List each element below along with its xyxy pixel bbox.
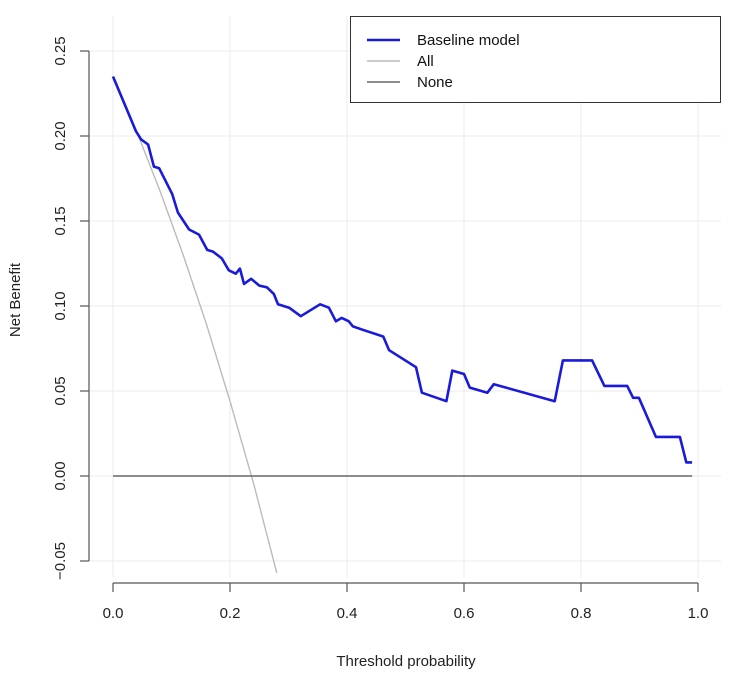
x-tick-label: 0.2 [220,605,241,622]
x-tick-label: 0.0 [103,605,124,622]
series-all [112,76,278,574]
x-tick-label: 0.8 [571,605,592,622]
data-series [111,75,693,574]
y-tick-label: 0.20 [52,121,69,150]
legend-label: None [417,74,453,91]
y-tick-label: 0.15 [52,206,69,235]
y-tick-label: 0.25 [52,36,69,65]
legend-box [350,16,721,103]
axes: 0.0 0.2 0.4 0.6 0.8 1.0 −0.05 0.00 0.05 0.10 0.15… [52,36,708,622]
y-axis-title: Net Benefit [7,262,24,337]
legend-label: All [417,53,434,70]
series-baseline-model [111,75,693,464]
legend: Baseline model All None [350,16,721,103]
x-tick-label: 0.4 [337,605,358,622]
y-tick-label: 0.10 [52,291,69,320]
x-axis-title: Threshold probability [336,653,476,670]
y-tick-label: 0.00 [52,461,69,490]
y-axis: −0.05 0.00 0.05 0.10 0.15 0.20 0.25 [52,36,90,580]
x-tick-label: 0.6 [454,605,475,622]
x-tick-label: 1.0 [688,605,709,622]
y-tick-label: −0.05 [52,542,69,580]
x-axis: 0.0 0.2 0.4 0.6 0.8 1.0 [103,582,709,622]
legend-label: Baseline model [417,32,520,49]
y-tick-label: 0.05 [52,376,69,405]
